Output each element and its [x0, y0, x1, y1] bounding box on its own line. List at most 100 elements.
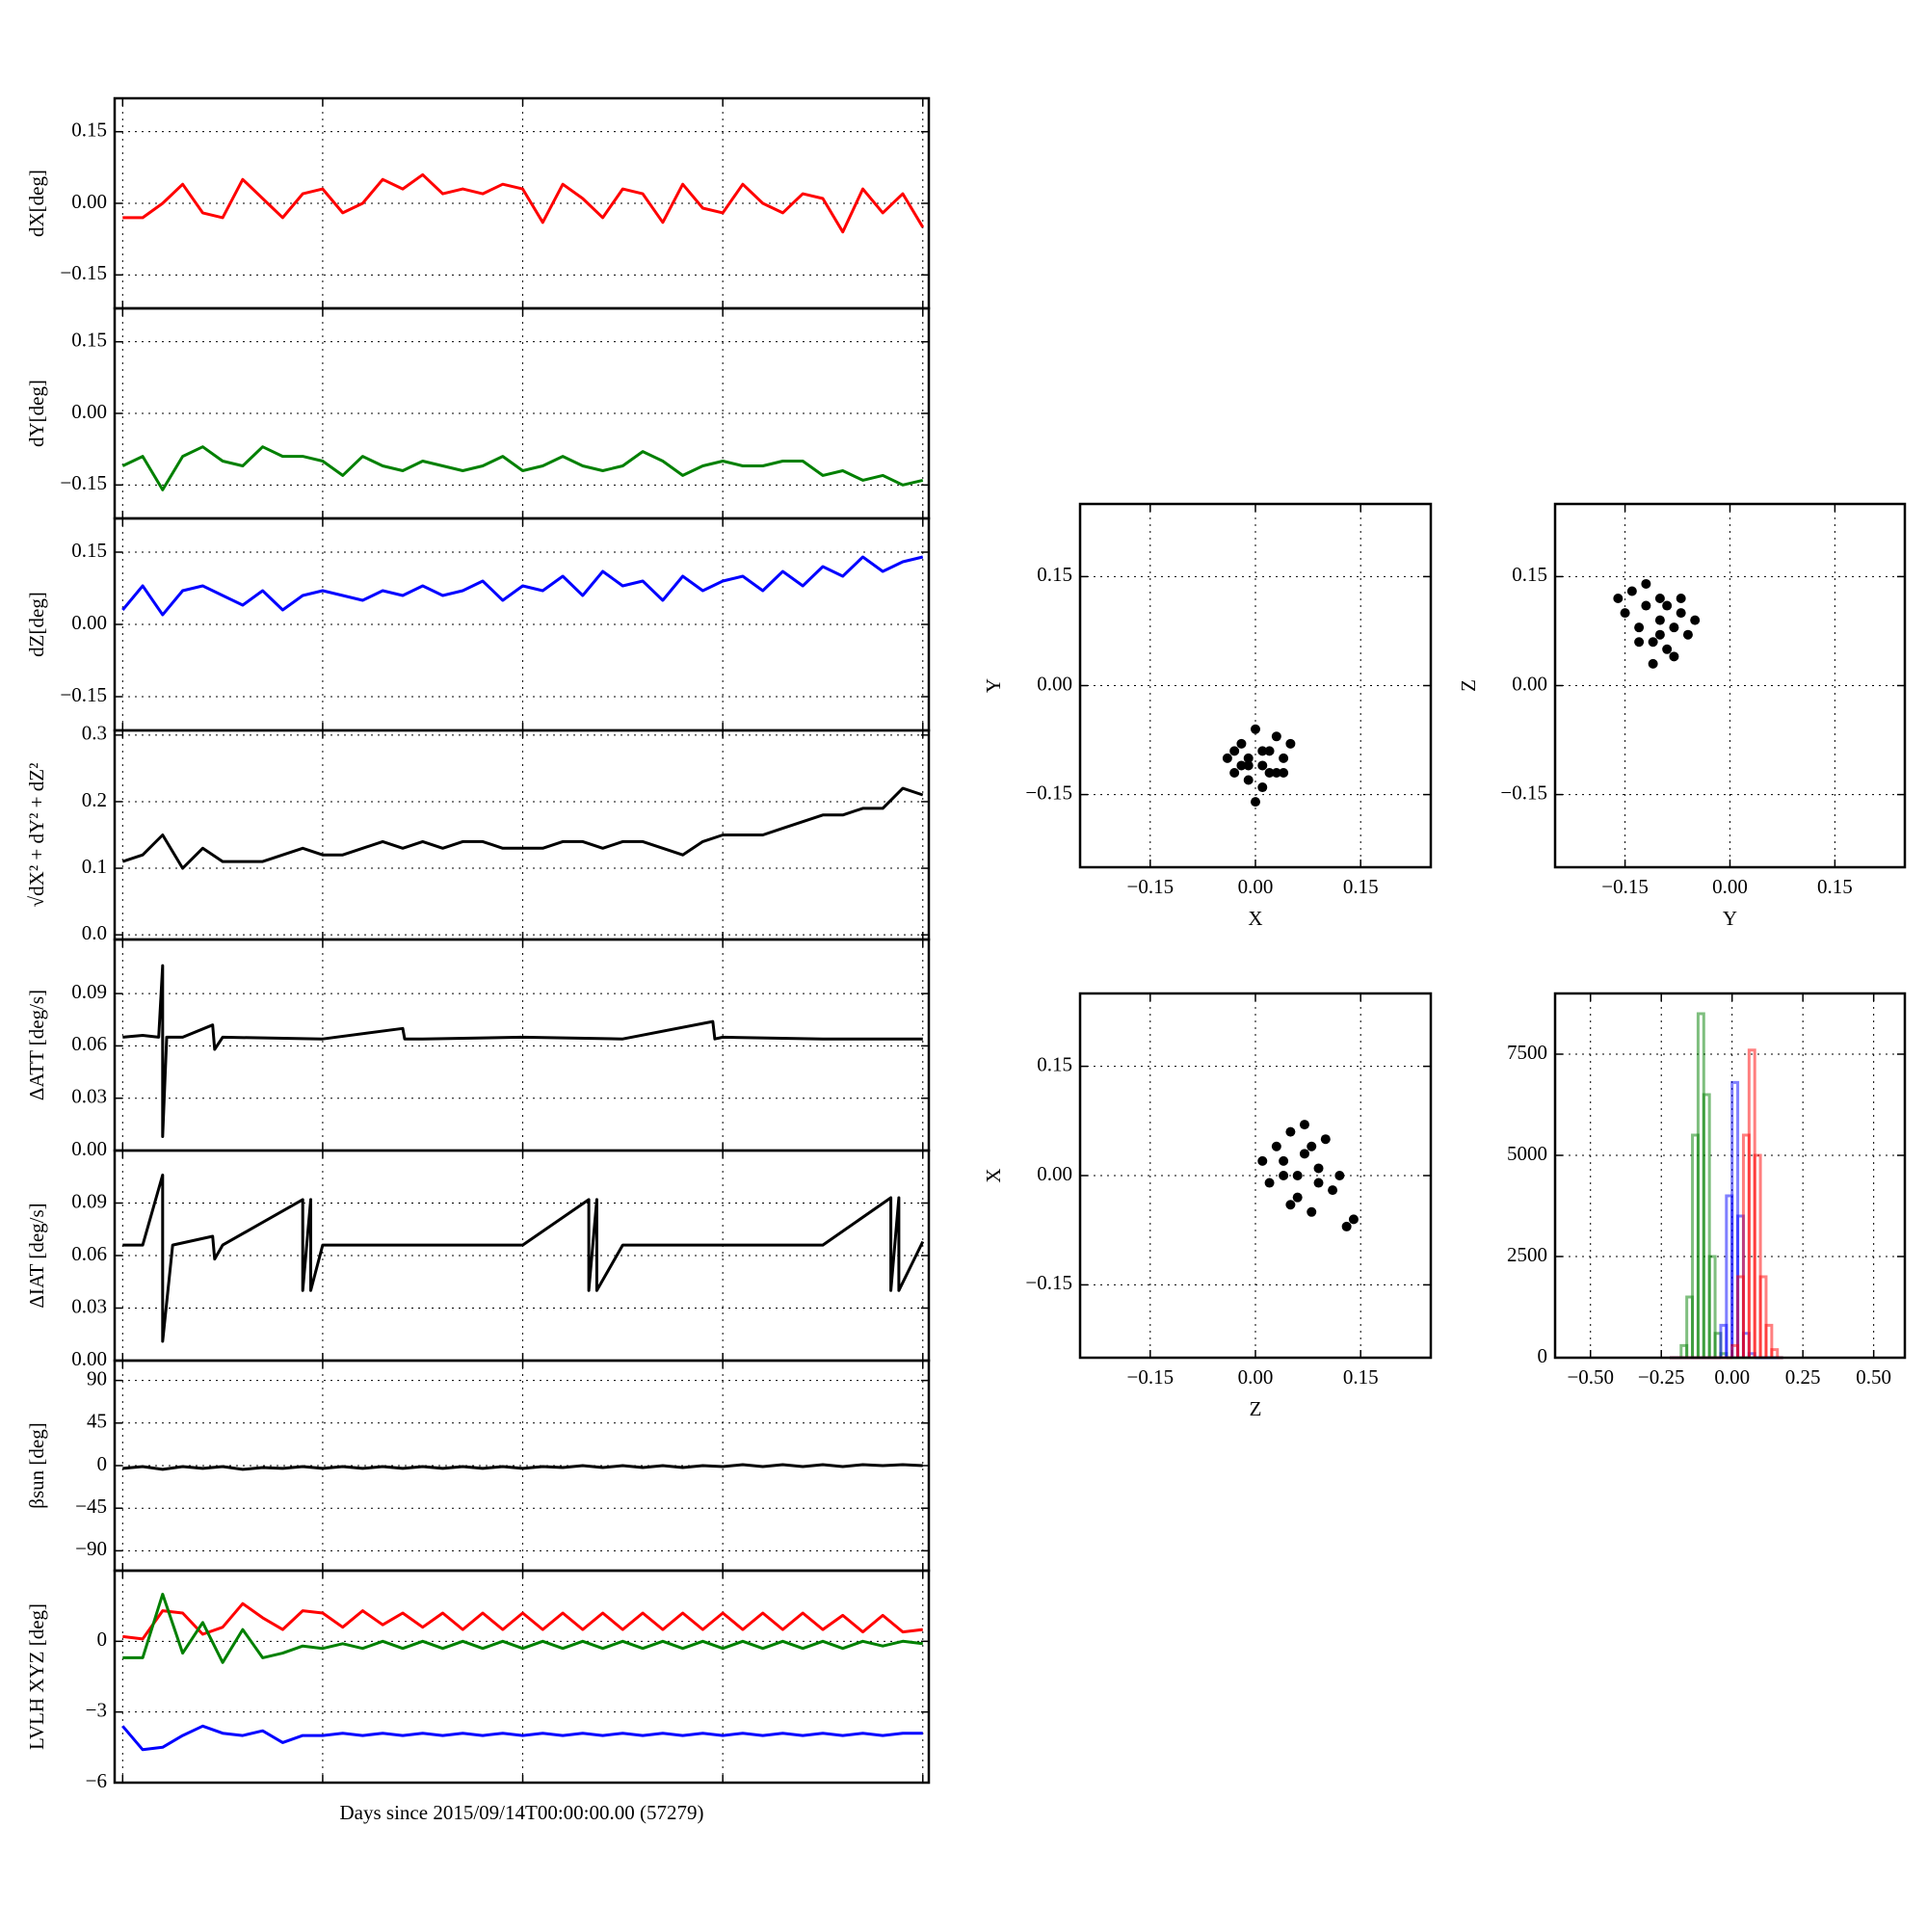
- scatter-point: [1279, 1155, 1289, 1166]
- scatter-point: [1313, 1163, 1324, 1174]
- x-tick-label: 0.15: [1817, 875, 1853, 898]
- y-axis-label: X: [982, 1168, 1005, 1182]
- scatter-point: [1243, 760, 1254, 771]
- scatter-point: [1307, 1206, 1317, 1217]
- scatter-point: [1299, 1120, 1309, 1130]
- scatter-point: [1654, 594, 1665, 604]
- data-line: [121, 445, 924, 491]
- histogram-bin: [1707, 1255, 1717, 1358]
- axes-frame: [1078, 502, 1433, 869]
- y-tick-label: 0.00: [1037, 672, 1072, 695]
- x-tick-label: 0.50: [1856, 1365, 1891, 1389]
- scatter-point: [1620, 608, 1630, 619]
- y-tick-label: −0.15: [60, 471, 107, 494]
- axes-frame: [1553, 502, 1907, 869]
- y-axis-label: ΔIAT [deg/s]: [25, 1203, 48, 1308]
- scatter-point: [1634, 637, 1645, 648]
- x-tick-label: 0.00: [1712, 875, 1748, 898]
- scatter-point: [1669, 651, 1679, 662]
- histogram-bin: [1770, 1348, 1780, 1358]
- x-tick-label: −0.15: [1601, 875, 1649, 898]
- scatter-point: [1676, 608, 1686, 619]
- y-tick-label: 0: [97, 1452, 108, 1475]
- scatter-point: [1229, 746, 1240, 756]
- scatter-point: [1341, 1221, 1352, 1231]
- scatter-point: [1334, 1171, 1345, 1180]
- y-tick-label: −90: [75, 1537, 107, 1560]
- scatter-point: [1613, 594, 1623, 604]
- scatter-point: [1662, 600, 1673, 611]
- scatter-point: [1279, 767, 1289, 778]
- y-tick-label: 0.00: [1037, 1162, 1072, 1185]
- scatter-point: [1279, 753, 1289, 763]
- scatter-point: [1279, 1171, 1289, 1180]
- scatter-point: [1313, 1178, 1324, 1188]
- histogram-bin: [1764, 1323, 1774, 1358]
- scatter-point: [1243, 775, 1254, 785]
- y-tick-label: 0.03: [71, 1294, 107, 1317]
- x-axis-label: X: [1248, 907, 1262, 930]
- y-tick-label: 7500: [1507, 1041, 1547, 1064]
- scatter-point: [1307, 1141, 1317, 1151]
- y-axis-label: dZ[deg]: [25, 592, 48, 657]
- data-line: [121, 1724, 923, 1752]
- y-tick-label: 0.15: [71, 328, 107, 351]
- y-tick-label: 0.09: [71, 980, 107, 1003]
- scatter-point: [1682, 629, 1693, 640]
- y-tick-label: 45: [87, 1410, 107, 1433]
- y-tick-label: 0.06: [71, 1242, 107, 1265]
- y-tick-label: −0.15: [1025, 781, 1072, 804]
- scatter-point: [1626, 586, 1637, 596]
- y-tick-label: 0.15: [1037, 1052, 1072, 1075]
- scatter-point: [1264, 746, 1275, 756]
- data-line: [122, 172, 925, 234]
- data-line: [121, 786, 924, 870]
- y-tick-label: −0.15: [1500, 781, 1547, 804]
- scatter-point: [1654, 629, 1665, 640]
- y-tick-label: 90: [87, 1366, 107, 1389]
- x-tick-label: 0.15: [1343, 875, 1379, 898]
- x-axis-label: Days since 2015/09/14T00:00:00.00 (57279…: [340, 1801, 704, 1824]
- scatter-point: [1648, 658, 1658, 669]
- y-axis-label: dY[deg]: [25, 380, 48, 447]
- y-tick-label: 0.00: [71, 611, 107, 634]
- y-tick-label: 0: [1538, 1344, 1548, 1367]
- scatter-point: [1285, 738, 1296, 749]
- scatter-point: [1264, 767, 1275, 778]
- y-axis-label: Z: [1457, 679, 1480, 692]
- y-tick-label: 0.15: [1037, 563, 1072, 586]
- scatter-point: [1662, 644, 1673, 654]
- axes-frame: [1553, 992, 1907, 1360]
- scatter-point: [1271, 731, 1281, 742]
- y-tick-label: 0.1: [82, 855, 107, 878]
- x-tick-label: 0.00: [1238, 875, 1274, 898]
- scatter-point: [1328, 1185, 1338, 1196]
- y-tick-label: 0.2: [82, 788, 107, 811]
- x-tick-label: 0.15: [1343, 1365, 1379, 1389]
- axes-frame: [1078, 992, 1433, 1360]
- y-tick-label: 0.00: [71, 1137, 107, 1160]
- y-axis-label: LVLH XYZ [deg]: [25, 1603, 48, 1750]
- axes-frame: [113, 728, 931, 941]
- scatter-point: [1348, 1214, 1359, 1225]
- data-line: [122, 1592, 923, 1664]
- y-tick-label: 0.3: [82, 722, 107, 745]
- scatter-point: [1236, 738, 1247, 749]
- scatter-point: [1271, 1141, 1281, 1151]
- y-tick-label: −45: [75, 1495, 107, 1518]
- y-tick-label: 0.00: [1512, 672, 1547, 695]
- y-tick-label: −3: [86, 1698, 107, 1721]
- x-tick-label: −0.50: [1567, 1365, 1614, 1389]
- y-axis-label: dX[deg]: [25, 170, 48, 237]
- y-tick-label: 0.00: [71, 1347, 107, 1370]
- data-line: [121, 555, 924, 617]
- scatter-point: [1257, 1155, 1268, 1166]
- scatter-point: [1320, 1134, 1331, 1145]
- data-line: [122, 1601, 923, 1641]
- y-tick-label: 0.15: [71, 539, 107, 562]
- x-tick-label: −0.15: [1127, 1365, 1175, 1389]
- y-tick-label: 0.0: [82, 921, 107, 944]
- data-line: [122, 1173, 925, 1343]
- y-tick-label: 0.15: [71, 118, 107, 141]
- scatter-point: [1251, 724, 1260, 734]
